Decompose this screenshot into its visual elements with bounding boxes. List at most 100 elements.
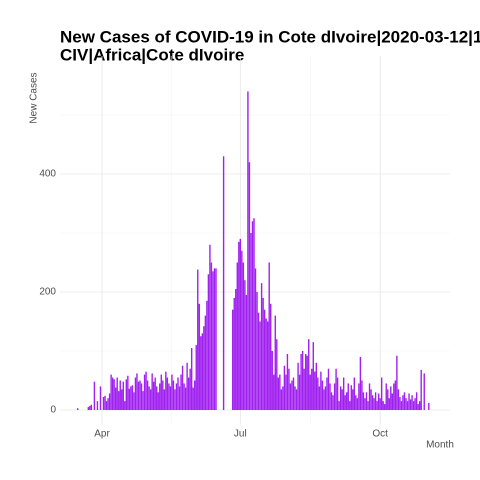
bar	[292, 377, 295, 410]
bar	[344, 395, 346, 410]
bar	[113, 379, 115, 410]
bar	[254, 268, 257, 410]
bar	[116, 377, 118, 410]
bar	[114, 387, 117, 410]
bar	[207, 274, 210, 410]
bar	[163, 389, 166, 410]
bar	[157, 392, 159, 410]
bar	[142, 391, 144, 410]
bar	[253, 218, 255, 410]
bar	[93, 381, 96, 410]
bar	[178, 386, 181, 410]
bar	[250, 233, 252, 410]
bar	[215, 268, 217, 410]
bar	[412, 401, 415, 410]
bar	[359, 356, 362, 410]
bar	[257, 312, 260, 410]
bar	[301, 351, 304, 410]
bar	[87, 407, 90, 410]
bar	[335, 368, 337, 410]
bar	[134, 377, 137, 410]
bar	[270, 303, 272, 410]
chart-title: New Cases of COVID-19 in Cote dIvoire|20…	[60, 27, 480, 46]
bar	[295, 389, 298, 410]
bar	[368, 383, 371, 410]
bar	[379, 398, 381, 410]
bar	[277, 377, 280, 410]
bar	[200, 336, 202, 410]
bar	[417, 404, 419, 410]
bar	[374, 392, 377, 410]
bar	[184, 387, 187, 410]
bar	[152, 381, 155, 410]
bar	[105, 401, 108, 410]
bar	[172, 380, 175, 410]
bar	[405, 398, 407, 410]
bar	[99, 386, 102, 410]
bar	[402, 395, 404, 410]
bar	[245, 294, 248, 410]
bar	[189, 368, 191, 410]
bar	[171, 374, 173, 410]
bar	[194, 380, 196, 410]
bar	[394, 380, 397, 410]
bar	[198, 303, 200, 410]
bar	[387, 389, 389, 410]
bar	[241, 250, 243, 410]
bar	[206, 300, 208, 410]
bar	[279, 374, 281, 410]
bar	[274, 315, 276, 410]
bar	[339, 386, 342, 410]
bar	[318, 386, 321, 410]
bar	[239, 238, 242, 410]
bar	[346, 392, 348, 410]
bar	[276, 339, 278, 410]
bar	[136, 373, 138, 410]
bar	[131, 385, 134, 410]
bar	[212, 271, 214, 410]
bar	[143, 374, 146, 410]
bar	[311, 368, 313, 410]
bar	[209, 244, 211, 410]
bar	[104, 395, 106, 410]
bar	[127, 375, 129, 410]
bar	[418, 401, 421, 410]
bar	[119, 380, 121, 410]
bar	[428, 402, 430, 410]
bar	[174, 389, 176, 410]
bar	[137, 381, 140, 410]
bar	[183, 383, 185, 410]
bar	[352, 389, 354, 410]
bar	[247, 91, 249, 411]
bar	[330, 392, 333, 410]
bar	[197, 269, 199, 410]
bar	[380, 377, 383, 410]
bar	[365, 392, 368, 410]
bar	[336, 377, 339, 410]
bar	[165, 371, 167, 410]
bar	[102, 397, 105, 410]
bar	[130, 386, 132, 410]
bar	[285, 374, 287, 410]
bar	[303, 368, 305, 410]
bar	[321, 380, 324, 410]
bar	[294, 386, 296, 410]
bar	[111, 377, 114, 410]
bar	[399, 397, 401, 410]
bar	[350, 385, 352, 410]
bar	[156, 386, 158, 410]
bar	[333, 383, 336, 410]
bar	[232, 309, 234, 410]
bar	[201, 333, 204, 410]
bar	[108, 393, 111, 410]
bar	[397, 389, 400, 410]
bar	[347, 383, 349, 410]
bar	[409, 399, 412, 410]
bar	[140, 383, 143, 410]
bar	[358, 383, 360, 410]
bar	[283, 365, 286, 410]
bar	[233, 297, 235, 410]
bar	[385, 383, 387, 410]
y-tick-label: 400	[39, 169, 56, 180]
bar	[175, 383, 178, 410]
